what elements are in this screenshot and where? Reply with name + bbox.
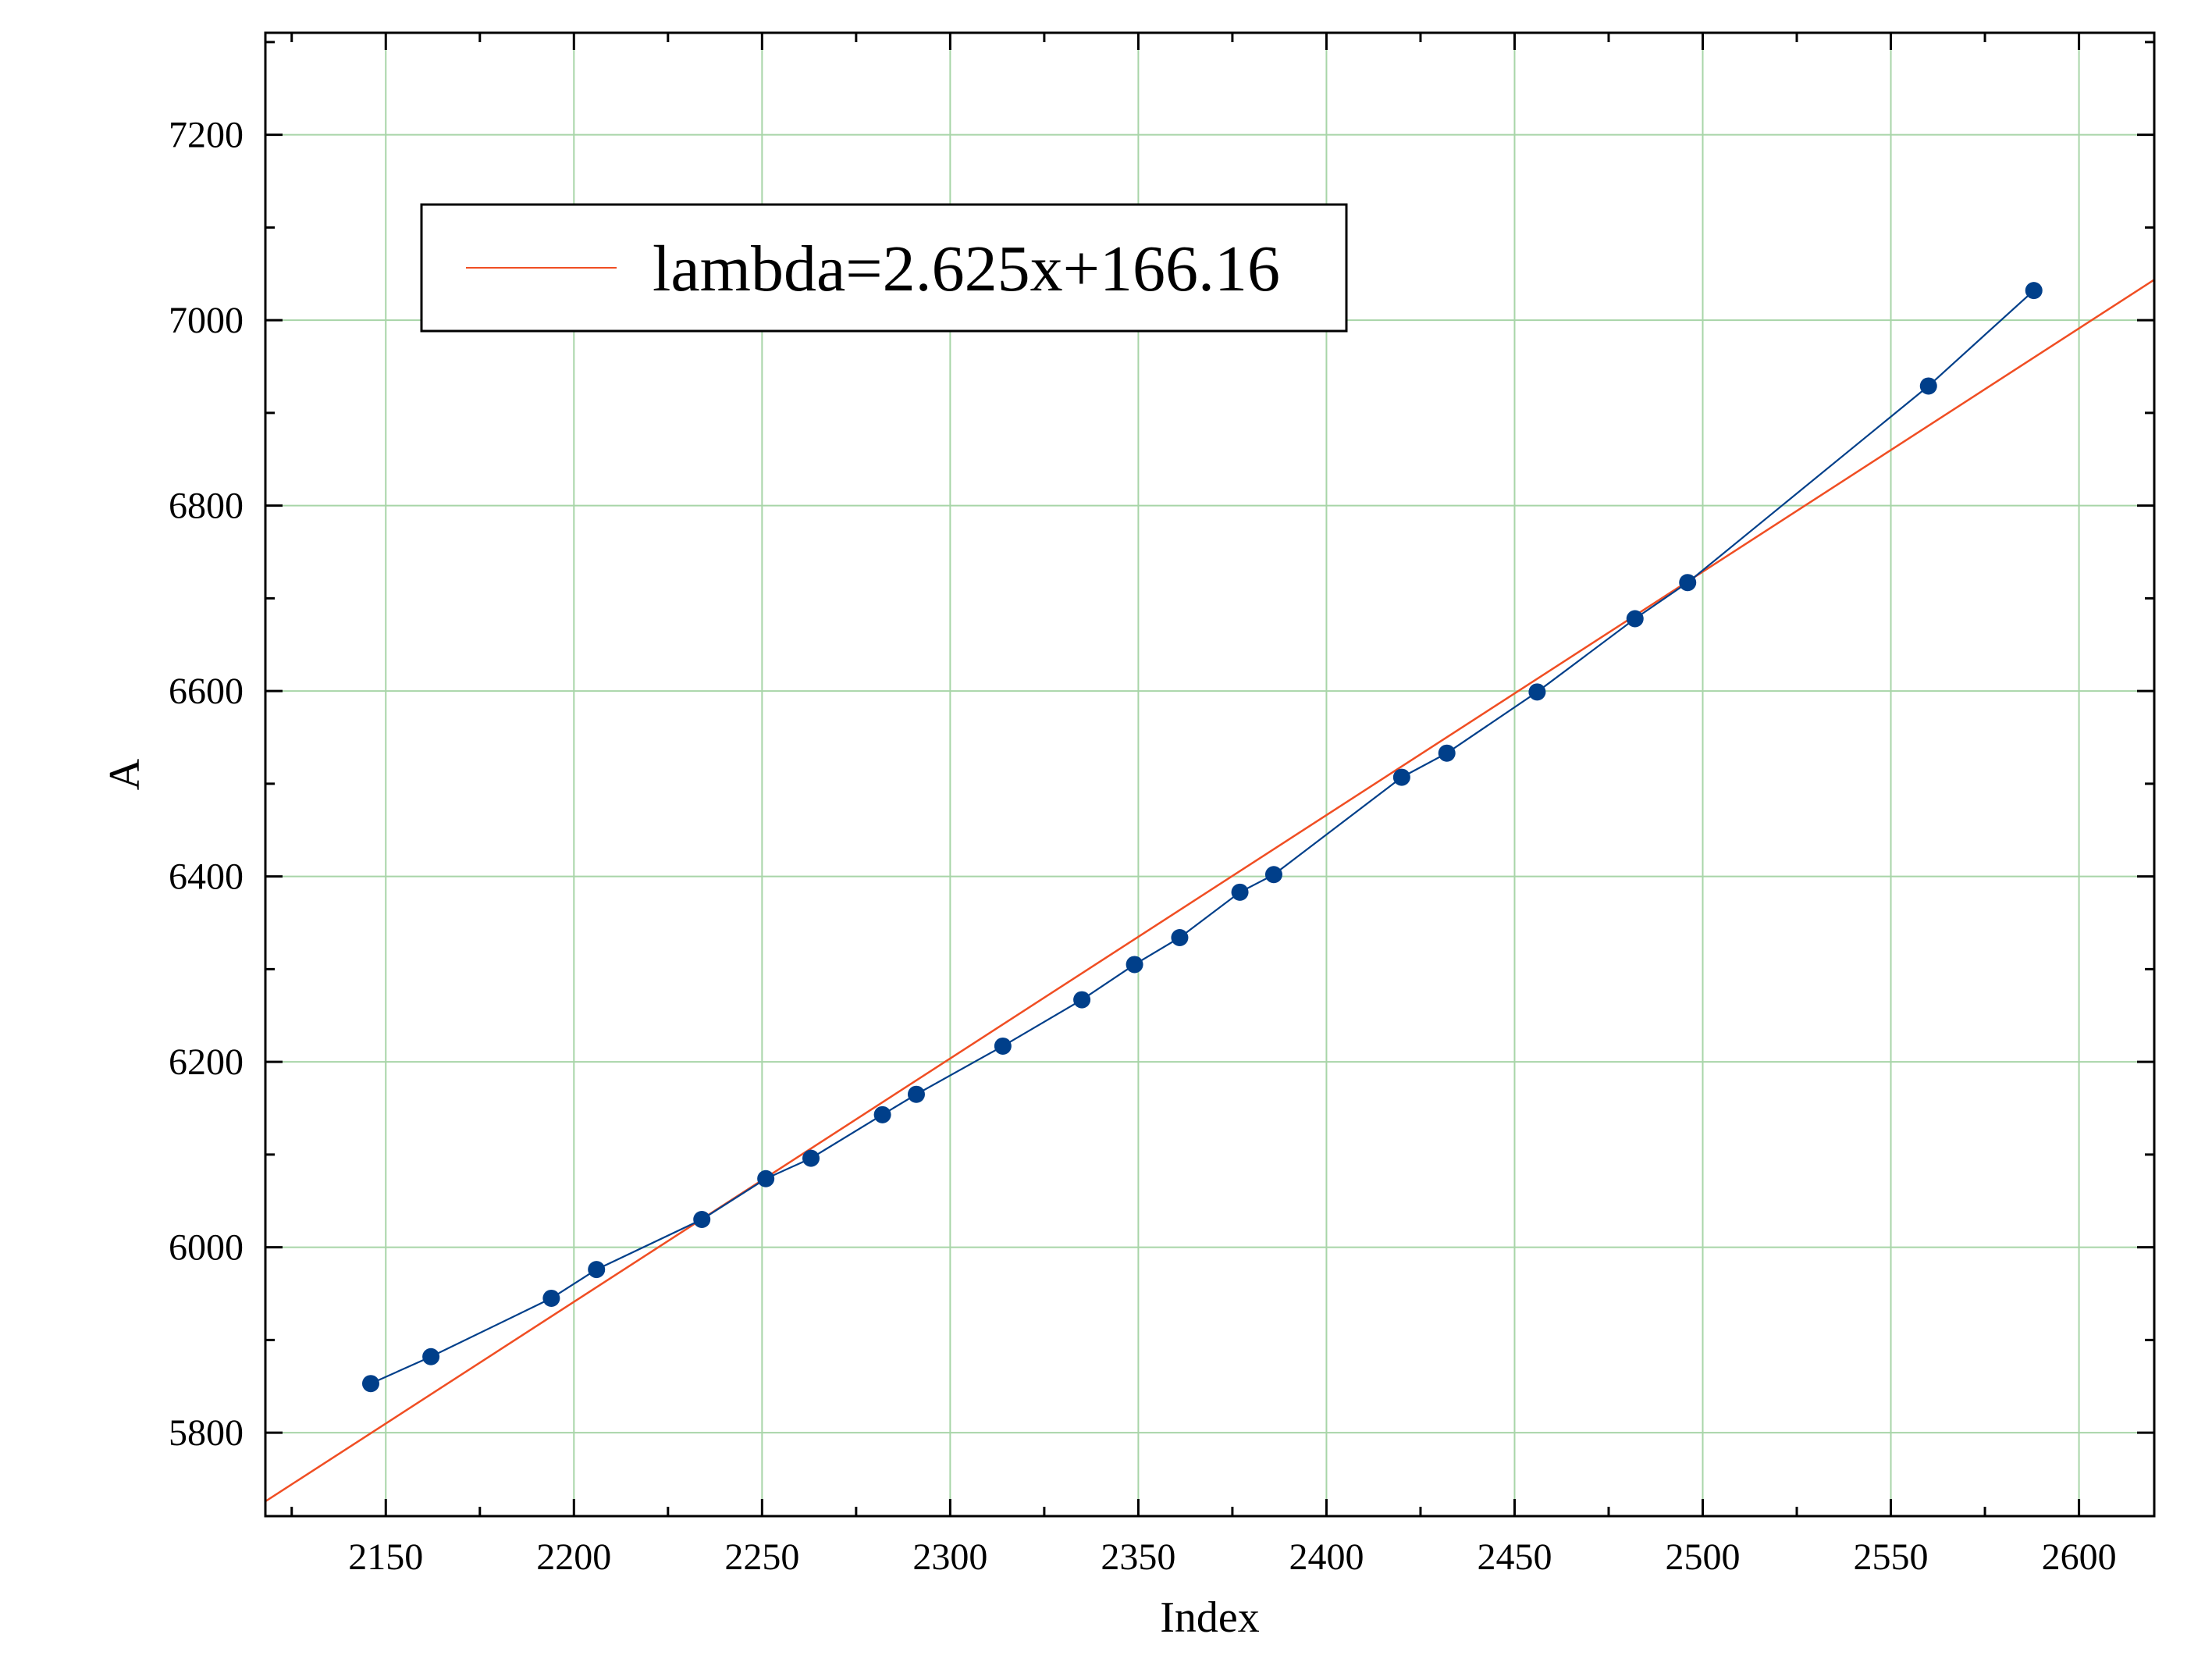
- legend: lambda=2.625x+166.16: [420, 203, 1348, 333]
- data-point: [1126, 956, 1143, 974]
- data-point: [757, 1169, 775, 1187]
- data-point: [1264, 866, 1282, 884]
- data-point: [1438, 744, 1456, 762]
- data-point: [1171, 929, 1189, 946]
- series-line: [370, 290, 2035, 1385]
- legend-label: lambda=2.625x+166.16: [653, 233, 1280, 305]
- y-tick-label: 6600: [169, 671, 244, 712]
- y-tick-label: 6000: [169, 1227, 244, 1269]
- data-point: [1626, 610, 1644, 628]
- data-point: [2025, 282, 2043, 300]
- y-tick-label: 6800: [169, 486, 244, 527]
- fit-layer: [265, 279, 2154, 1503]
- data-point: [1231, 883, 1249, 901]
- data-point: [802, 1149, 820, 1167]
- y-tick-label: 7200: [169, 115, 244, 156]
- fit-line: [265, 279, 2154, 1503]
- data-point: [542, 1289, 560, 1307]
- data-point: [1679, 574, 1697, 592]
- data-point: [994, 1037, 1012, 1055]
- x-axis-title: Index: [1160, 1593, 1260, 1642]
- x-tick-label: 2400: [1289, 1536, 1364, 1578]
- y-axis-title: A: [101, 758, 149, 790]
- data-point: [1528, 683, 1546, 701]
- series-layer: [361, 282, 2043, 1393]
- x-tick-label: 2500: [1666, 1536, 1741, 1578]
- data-point: [1073, 991, 1091, 1009]
- data-point: [1919, 377, 1937, 395]
- data-point: [422, 1347, 440, 1365]
- x-tick-label: 2250: [724, 1536, 799, 1578]
- x-tick-label: 2150: [348, 1536, 423, 1578]
- x-tick-label: 2550: [1854, 1536, 1929, 1578]
- data-point: [907, 1085, 925, 1103]
- y-tick-label: 7000: [169, 300, 244, 341]
- y-tick-label: 6200: [169, 1041, 244, 1083]
- data-point: [588, 1261, 606, 1279]
- plot-frame: [264, 31, 2156, 1518]
- x-tick-label: 2200: [536, 1536, 611, 1578]
- x-tick-label: 2600: [2042, 1536, 2117, 1578]
- x-tick-label: 2300: [912, 1536, 987, 1578]
- x-tick-label: 2450: [1477, 1536, 1552, 1578]
- x-tick-label: 2350: [1101, 1536, 1175, 1578]
- data-point: [693, 1211, 711, 1228]
- data-point: [873, 1105, 891, 1123]
- y-tick-label: 5800: [169, 1412, 244, 1454]
- data-point: [361, 1375, 379, 1393]
- ticks: [265, 33, 2154, 1516]
- y-tick-label: 6400: [169, 856, 244, 898]
- data-point: [1392, 768, 1410, 786]
- tick-labels: 2150 2200 2250 2300 2350 2400 2450 2500 2550 2600…: [169, 115, 2117, 1578]
